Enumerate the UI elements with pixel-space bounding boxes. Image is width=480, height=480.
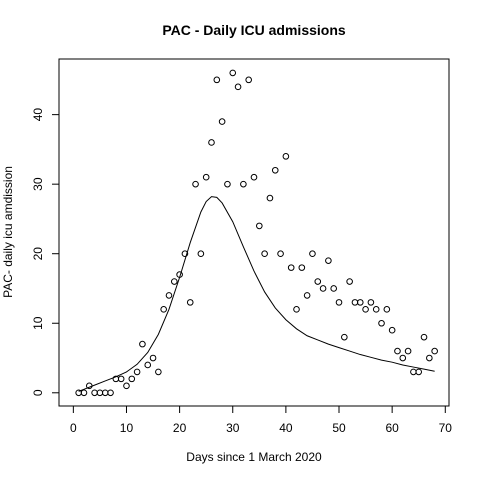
data-point — [362, 306, 369, 313]
data-point — [303, 292, 311, 299]
data-point — [298, 264, 306, 271]
data-point — [208, 139, 215, 146]
data-point — [165, 292, 173, 299]
data-point — [415, 368, 423, 376]
y-tick-label: 0 — [31, 389, 45, 396]
x-tick-label: 40 — [279, 421, 293, 435]
data-point — [261, 250, 268, 258]
data-point — [394, 347, 401, 355]
data-point — [117, 375, 125, 383]
x-tick-label: 10 — [120, 421, 134, 435]
data-point — [202, 173, 210, 181]
data-point — [420, 333, 428, 341]
y-axis: 0 10 20 30 40 — [31, 108, 60, 396]
data-point — [170, 278, 178, 285]
data-point — [160, 306, 167, 313]
y-tick-label: 10 — [31, 316, 45, 330]
x-tick-label: 50 — [332, 421, 346, 435]
data-points — [75, 69, 438, 397]
data-point — [234, 83, 242, 91]
data-point — [367, 299, 375, 306]
data-point — [346, 278, 353, 285]
x-tick-label: 60 — [385, 421, 399, 435]
data-point — [404, 347, 412, 355]
data-point — [325, 257, 332, 264]
data-point — [287, 264, 295, 271]
x-tick-label: 0 — [70, 421, 77, 435]
data-point — [426, 354, 433, 362]
data-point — [245, 76, 252, 84]
data-point — [149, 354, 157, 362]
data-point — [383, 306, 391, 313]
y-axis-label: PAC- daily icu amdission — [1, 166, 15, 298]
data-point — [192, 180, 199, 188]
y-tick-label: 20 — [31, 247, 45, 261]
x-tick-label: 30 — [226, 421, 240, 435]
data-point — [123, 382, 130, 390]
data-point — [356, 299, 364, 306]
data-point — [197, 250, 205, 258]
data-point — [250, 173, 258, 181]
data-point — [186, 299, 194, 306]
y-tick-label: 30 — [31, 177, 45, 191]
data-point — [128, 375, 136, 383]
data-point — [282, 153, 290, 160]
data-point — [256, 222, 263, 230]
data-point — [314, 278, 322, 285]
data-point — [213, 76, 221, 84]
data-point — [133, 368, 141, 376]
data-point — [155, 368, 162, 376]
data-point — [309, 250, 316, 258]
chart-title: PAC - Daily ICU admissions — [162, 22, 346, 38]
data-point — [388, 326, 396, 334]
data-point — [431, 347, 438, 355]
data-point — [139, 340, 146, 348]
data-point — [319, 285, 327, 292]
data-point — [330, 285, 338, 292]
data-point — [378, 319, 385, 327]
x-axis: 0 10 20 30 40 50 60 70 — [70, 405, 453, 435]
x-tick-label: 70 — [439, 421, 453, 435]
data-point — [107, 389, 114, 397]
data-point — [224, 180, 231, 188]
x-tick-label: 20 — [173, 421, 187, 435]
x-axis-label: Days since 1 March 2020 — [186, 450, 322, 464]
data-point — [181, 250, 189, 258]
data-point — [335, 299, 343, 306]
data-point — [277, 250, 284, 258]
data-point — [399, 354, 407, 362]
y-tick-label: 40 — [31, 108, 45, 122]
fitted-curve — [78, 196, 435, 392]
data-point — [266, 194, 274, 202]
data-point — [144, 361, 152, 369]
data-point — [229, 69, 237, 77]
data-point — [341, 333, 348, 341]
data-point — [372, 306, 380, 313]
data-point — [240, 180, 247, 188]
data-point — [80, 389, 88, 397]
data-point — [218, 118, 226, 125]
data-point — [293, 306, 300, 313]
data-point — [271, 166, 279, 174]
